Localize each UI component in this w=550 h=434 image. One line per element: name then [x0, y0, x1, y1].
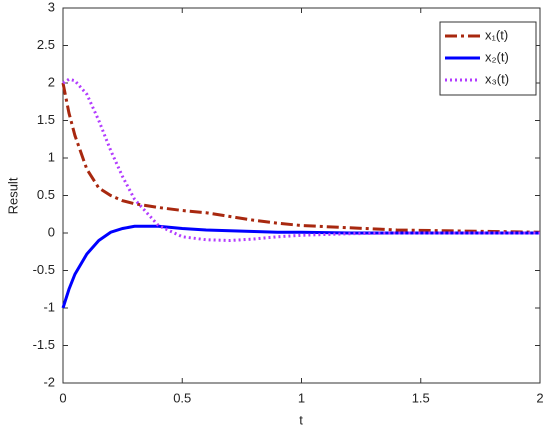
x-axis-label: t: [299, 412, 303, 427]
y-tick-label: 0.5: [37, 187, 55, 202]
legend-label: x₃(t): [485, 71, 509, 86]
y-tick-label: -0.5: [33, 262, 55, 277]
y-tick-label: 0: [48, 224, 55, 239]
y-axis-label: Result: [5, 177, 20, 214]
y-tick-label: -1.5: [33, 337, 55, 352]
y-tick-label: 3: [48, 0, 55, 14]
x-tick-label: 0.5: [173, 390, 191, 405]
y-tick-label: 2.5: [37, 37, 55, 52]
y-tick-label: -1: [43, 299, 55, 314]
x-tick-label: 1.5: [412, 390, 430, 405]
y-tick-label: 1.5: [37, 112, 55, 127]
series-line: [61, 82, 541, 234]
y-tick-label: 2: [48, 74, 55, 89]
series-line: [61, 224, 540, 309]
y-tick-label: -2: [43, 374, 55, 389]
legend-label: x₁(t): [485, 27, 508, 42]
series-line: [62, 77, 540, 243]
x-tick-label: 2: [536, 390, 543, 405]
x-tick-label: 0: [59, 390, 66, 405]
y-tick-label: 1: [48, 149, 55, 164]
legend-label: x₂(t): [485, 49, 509, 64]
x-tick-label: 1: [298, 390, 305, 405]
